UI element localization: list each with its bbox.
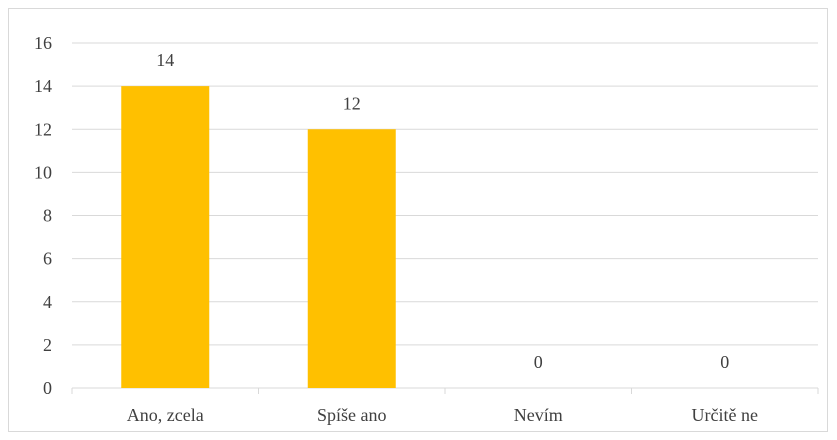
- data-label-0: 14: [156, 50, 174, 70]
- x-category-label-2: Nevím: [514, 405, 563, 425]
- y-tick-label-4: 4: [43, 292, 52, 312]
- bar-0: [121, 86, 210, 388]
- y-tick-label-2: 2: [43, 335, 52, 355]
- y-tick-label-0: 0: [43, 378, 52, 398]
- x-category-label-0: Ano, zcela: [127, 405, 204, 425]
- data-label-1: 12: [343, 93, 361, 113]
- y-tick-label-12: 12: [34, 119, 52, 139]
- y-tick-label-6: 6: [43, 249, 52, 269]
- x-category-label-3: Určitě ne: [692, 405, 758, 425]
- data-label-3: 0: [720, 352, 729, 372]
- y-tick-label-10: 10: [34, 162, 52, 182]
- y-tick-label-14: 14: [34, 76, 52, 96]
- x-category-label-1: Spíše ano: [317, 405, 387, 425]
- data-label-2: 0: [534, 352, 543, 372]
- y-tick-label-16: 16: [34, 33, 52, 53]
- bar-1: [307, 129, 396, 388]
- y-tick-label-8: 8: [43, 206, 52, 226]
